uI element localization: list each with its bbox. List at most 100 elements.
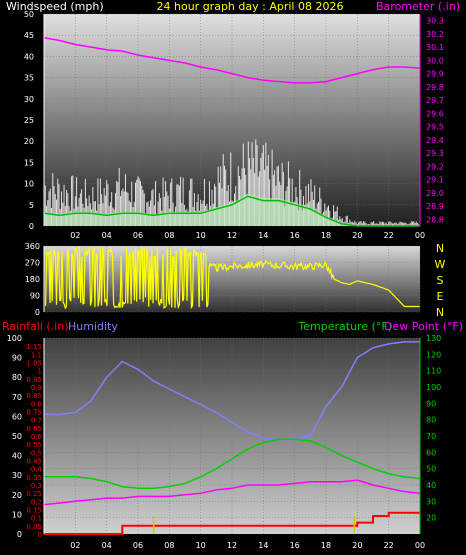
barometer-tick-label: 28.9 <box>426 202 444 211</box>
x-tick-label-bottom: 12 <box>227 541 237 550</box>
x-tick-label-top: 14 <box>258 231 268 240</box>
barometer-tick-label: 30.2 <box>426 30 444 39</box>
temperature-tick-label: 30 <box>426 497 436 506</box>
temperature-tick-label: 130 <box>426 334 441 343</box>
x-tick-label-bottom: 10 <box>196 541 206 550</box>
barometer-tick-label: 29.7 <box>426 96 444 105</box>
rain-tick-label: 0.95 <box>26 376 42 384</box>
dewpoint-label: Dew Point (°F) <box>384 320 463 333</box>
barometer-tick-label: 30.0 <box>426 56 444 65</box>
humidity-line <box>44 341 420 441</box>
x-tick-label-top: 06 <box>133 231 143 240</box>
temperature-tick-label: 110 <box>426 367 441 376</box>
direction-tick-label: 90 <box>30 292 40 301</box>
humidity-label: Humidity <box>68 320 118 333</box>
wind-tick-label: 25 <box>24 116 34 125</box>
compass-label: N <box>436 242 444 255</box>
temperature-tick-label: 40 <box>426 481 436 490</box>
temperature-tick-label: 80 <box>426 416 436 425</box>
x-tick-label-top: 22 <box>384 231 394 240</box>
rain-tick-label: 0.9 <box>31 384 42 392</box>
x-tick-label-top: 12 <box>227 231 237 240</box>
x-tick-label-bottom: 20 <box>352 541 362 550</box>
rain-tick-label: 0.05 <box>26 523 42 531</box>
barometer-tick-label: 30.1 <box>426 43 444 52</box>
rain-tick-label: 1 <box>38 368 42 376</box>
barometer-tick-label: 29.6 <box>426 109 444 118</box>
temperature-tick-label: 20 <box>426 514 436 523</box>
wind-tick-label: 35 <box>24 74 34 83</box>
wind-direction-line <box>45 246 420 310</box>
wind-tick-label: 10 <box>24 180 34 189</box>
temperature-label: Temperature (°F) <box>297 320 392 333</box>
temperature-tick-label: 100 <box>426 383 441 392</box>
dewpoint-line <box>43 479 421 506</box>
humidity-tick-label: 20 <box>12 491 22 500</box>
rain-tick-label: 1.05 <box>26 360 42 368</box>
temperature-tick-label: 60 <box>426 448 436 457</box>
rain-tick-label: 0.5 <box>31 449 42 457</box>
barometer-tick-label: 29.9 <box>426 70 444 79</box>
rain-tick-label: 0.1 <box>31 515 42 523</box>
humidity-tick-label: 80 <box>12 373 22 382</box>
direction-tick-label: 180 <box>25 275 40 284</box>
rain-tick-label: 0.35 <box>26 474 42 482</box>
barometer-label: Barometer (.in) <box>376 0 460 13</box>
barometer-tick-label: 29.3 <box>426 149 444 158</box>
rain-tick-label: 0.3 <box>31 482 42 490</box>
rain-tick-label: 0.8 <box>31 400 42 408</box>
x-tick-label-bottom: 06 <box>133 541 143 550</box>
rain-tick-label: 0.75 <box>26 409 42 417</box>
wind-avg-line <box>43 195 420 227</box>
wind-tick-label: 40 <box>24 52 34 61</box>
x-tick-label-bottom: 18 <box>321 541 331 550</box>
humidity-tick-label: 30 <box>12 471 22 480</box>
wind-tick-label: 20 <box>24 137 34 146</box>
temperature-tick-label: 70 <box>426 432 436 441</box>
rain-tick-label: 1.15 <box>26 343 42 351</box>
rain-tick-label: 1.1 <box>31 351 42 359</box>
panel-rain-bg <box>44 338 420 534</box>
x-tick-label-bottom: 04 <box>102 541 112 550</box>
x-tick-label-top: 16 <box>290 231 300 240</box>
compass-label: N <box>436 306 444 319</box>
humidity-tick-label: 10 <box>12 510 22 519</box>
barometer-tick-label: 29.0 <box>426 189 444 198</box>
rainfall-line <box>44 511 420 535</box>
barometer-line <box>43 37 421 84</box>
x-tick-label-top: 18 <box>321 231 331 240</box>
rain-tick-label: 0.4 <box>31 466 43 474</box>
wind-tick-label: 45 <box>24 31 34 40</box>
x-tick-label-top: 10 <box>196 231 206 240</box>
barometer-tick-label: 29.1 <box>426 176 444 185</box>
humidity-tick-label: 40 <box>12 452 22 461</box>
x-tick-label-top: 20 <box>352 231 362 240</box>
x-tick-label-bottom: 00 <box>415 541 425 550</box>
temperature-tick-label: 120 <box>426 350 441 359</box>
humidity-tick-label: 100 <box>7 334 22 343</box>
barometer-tick-label: 30.3 <box>426 17 444 26</box>
chart-title: 24 hour graph day : April 08 2026 <box>157 0 344 13</box>
x-tick-label-top: 08 <box>164 231 174 240</box>
humidity-tick-label: 90 <box>12 354 22 363</box>
barometer-tick-label: 29.2 <box>426 162 444 171</box>
wind-tick-label: 15 <box>24 158 34 167</box>
x-tick-label-top: 02 <box>70 231 80 240</box>
compass-label: W <box>435 258 446 271</box>
rain-tick-label: 0.7 <box>31 417 42 425</box>
temperature-tick-label: 50 <box>426 465 436 474</box>
direction-tick-label: 360 <box>25 242 40 251</box>
rain-tick-label: 0.25 <box>26 490 42 498</box>
rain-tick-label: 0.15 <box>26 507 42 515</box>
wind-tick-label: 50 <box>24 10 34 19</box>
humidity-tick-label: 50 <box>12 432 22 441</box>
rain-tick-label: 0 <box>38 531 42 539</box>
barometer-tick-label: 29.8 <box>426 83 444 92</box>
temperature-tick-label: 90 <box>426 399 436 408</box>
rain-tick-label: 0.45 <box>26 458 42 466</box>
wind-tick-label: 0 <box>29 222 34 231</box>
rain-tick-label: 0.2 <box>31 498 42 506</box>
wind-tick-label: 5 <box>29 201 34 210</box>
barometer-tick-label: 28.8 <box>426 215 444 224</box>
